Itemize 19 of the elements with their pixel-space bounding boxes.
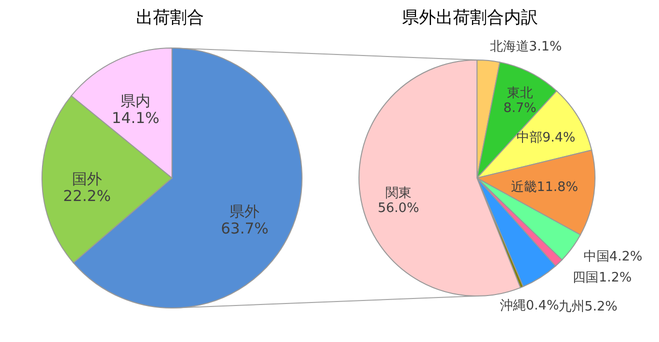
slice-label: 中部9.4%	[516, 130, 576, 146]
slice-label: 沖縄0.4%	[500, 298, 559, 314]
slice-label: 九州5.2%	[558, 299, 618, 314]
slice-label: 近畿11.8%	[510, 180, 578, 195]
slice-label: 中国4.2%	[583, 249, 642, 264]
data-label: 22.2%	[63, 187, 111, 206]
data-label: 8.7%	[503, 101, 536, 116]
slice-label: 北海道3.1%	[490, 40, 562, 55]
chart-title: 県外出荷割合内訳	[402, 8, 538, 28]
slice-label: 県内	[120, 92, 151, 110]
slice-label: 国外	[72, 170, 102, 188]
slice-label: 県外	[230, 202, 260, 220]
data-label: 63.7%	[220, 219, 269, 238]
slice-label: 関東	[385, 186, 412, 201]
data-label: 56.0%	[378, 200, 420, 216]
chart-title: 出荷割合	[136, 8, 204, 28]
slice-label: 四国1.2%	[572, 270, 632, 286]
data-label: 14.1%	[112, 109, 160, 128]
slice-label: 東北	[506, 86, 533, 102]
